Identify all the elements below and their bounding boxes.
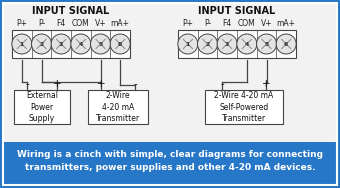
Circle shape <box>178 34 198 54</box>
Text: P+: P+ <box>16 19 27 28</box>
Text: 6: 6 <box>284 42 288 46</box>
Text: 5: 5 <box>98 42 103 46</box>
Bar <box>205 90 283 124</box>
Circle shape <box>217 34 237 54</box>
Text: mA+: mA+ <box>110 19 130 28</box>
Text: F4: F4 <box>56 19 66 28</box>
Bar <box>14 90 70 124</box>
Text: 1: 1 <box>186 42 190 46</box>
Circle shape <box>198 34 218 54</box>
Text: Wiring is a cinch with simple, clear diagrams for connecting
transmitters, power: Wiring is a cinch with simple, clear dia… <box>17 150 323 172</box>
Text: 1: 1 <box>20 42 24 46</box>
Circle shape <box>71 34 91 54</box>
Text: 4: 4 <box>79 42 83 46</box>
Text: -: - <box>220 79 224 89</box>
Text: P+: P+ <box>182 19 193 28</box>
Text: 4: 4 <box>245 42 249 46</box>
Text: P-: P- <box>204 19 211 28</box>
Text: INPUT SIGNAL: INPUT SIGNAL <box>198 6 276 16</box>
Text: INPUT SIGNAL: INPUT SIGNAL <box>32 6 109 16</box>
Text: COM: COM <box>72 19 90 28</box>
Circle shape <box>90 34 110 54</box>
Text: 2: 2 <box>205 42 210 46</box>
Text: 2-Wire 4-20 mA
Self-Powered
Transmitter: 2-Wire 4-20 mA Self-Powered Transmitter <box>215 91 274 123</box>
Text: External
Power
Supply: External Power Supply <box>26 91 58 123</box>
Text: -: - <box>25 79 29 89</box>
Circle shape <box>276 34 296 54</box>
Text: COM: COM <box>238 19 256 28</box>
Text: 2: 2 <box>39 42 44 46</box>
Circle shape <box>237 34 257 54</box>
Circle shape <box>51 34 71 54</box>
Text: 5: 5 <box>264 42 269 46</box>
Circle shape <box>12 34 32 54</box>
Text: 3: 3 <box>59 42 63 46</box>
Text: +: + <box>53 79 61 89</box>
Bar <box>4 4 336 142</box>
Text: -: - <box>133 79 137 89</box>
Bar <box>12 30 130 58</box>
Circle shape <box>256 34 276 54</box>
Bar <box>4 142 336 184</box>
Text: 2-Wire
4-20 mA
Transmitter: 2-Wire 4-20 mA Transmitter <box>96 91 140 123</box>
Text: +: + <box>262 79 270 89</box>
Bar <box>178 30 296 58</box>
Circle shape <box>32 34 51 54</box>
Bar <box>88 90 148 124</box>
Text: V+: V+ <box>261 19 272 28</box>
Text: 6: 6 <box>118 42 122 46</box>
Text: V+: V+ <box>95 19 106 28</box>
Text: +: + <box>97 79 105 89</box>
Circle shape <box>110 34 130 54</box>
Text: mA+: mA+ <box>277 19 296 28</box>
Text: P-: P- <box>38 19 45 28</box>
Text: 3: 3 <box>225 42 230 46</box>
Text: F4: F4 <box>223 19 232 28</box>
